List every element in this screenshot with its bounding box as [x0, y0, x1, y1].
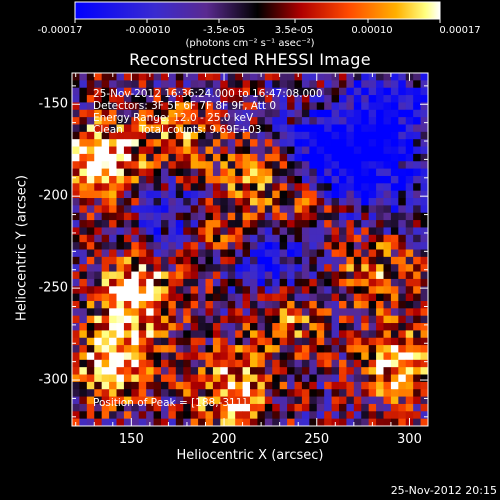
x-tick-label: 200 [211, 432, 237, 447]
colorbar-units: (photons cm⁻² s⁻¹ asec⁻²) [185, 38, 315, 49]
x-axis-label: Heliocentric X (arcsec) [176, 448, 324, 463]
plot-frame [71, 72, 429, 427]
x-tick-label: 150 [118, 432, 144, 447]
colorbar-tick: 0.00010 [351, 25, 393, 36]
info-detectors: Detectors: 3F 5F 6F 7F 8F 9F, Att 0 [93, 100, 277, 112]
chart-title: Reconstructed RHESSI Image [129, 50, 371, 69]
y-axis-label: Heliocentric Y (arcsec) [14, 175, 30, 321]
info-energy-range: Energy Range: 12.0 - 25.0 keV [93, 112, 254, 124]
timestamp: 25-Nov-2012 20:15 [390, 484, 497, 497]
y-tick-label: -200 [38, 188, 68, 204]
colorbar-tick: -0.00010 [125, 25, 171, 36]
heatmap-cells [72, 73, 429, 427]
colorbar-tick: -0.00017 [37, 25, 83, 36]
colorbar-tick: 0.00017 [439, 25, 481, 36]
peak-position-label: Position of Peak = [188,-311] [93, 397, 247, 409]
colorbar-tick: 3.5e-05 [274, 25, 314, 36]
y-tick-label: -300 [38, 372, 68, 388]
colorbar [74, 1, 441, 23]
y-tick-label: -150 [38, 96, 68, 112]
colorbar-gradient [74, 1, 441, 20]
y-tick-label: -250 [38, 280, 68, 296]
x-tick-label: 300 [397, 432, 422, 447]
axis-ticks [72, 73, 429, 426]
info-time-range: 25-Nov-2012 16:36:24.000 to 16:47:08.000 [93, 88, 323, 100]
x-tick-label: 250 [304, 432, 330, 447]
info-total-counts: Clean Total counts: 9.69E+03 [93, 124, 262, 136]
colorbar-tick: -3.5e-05 [203, 25, 245, 36]
